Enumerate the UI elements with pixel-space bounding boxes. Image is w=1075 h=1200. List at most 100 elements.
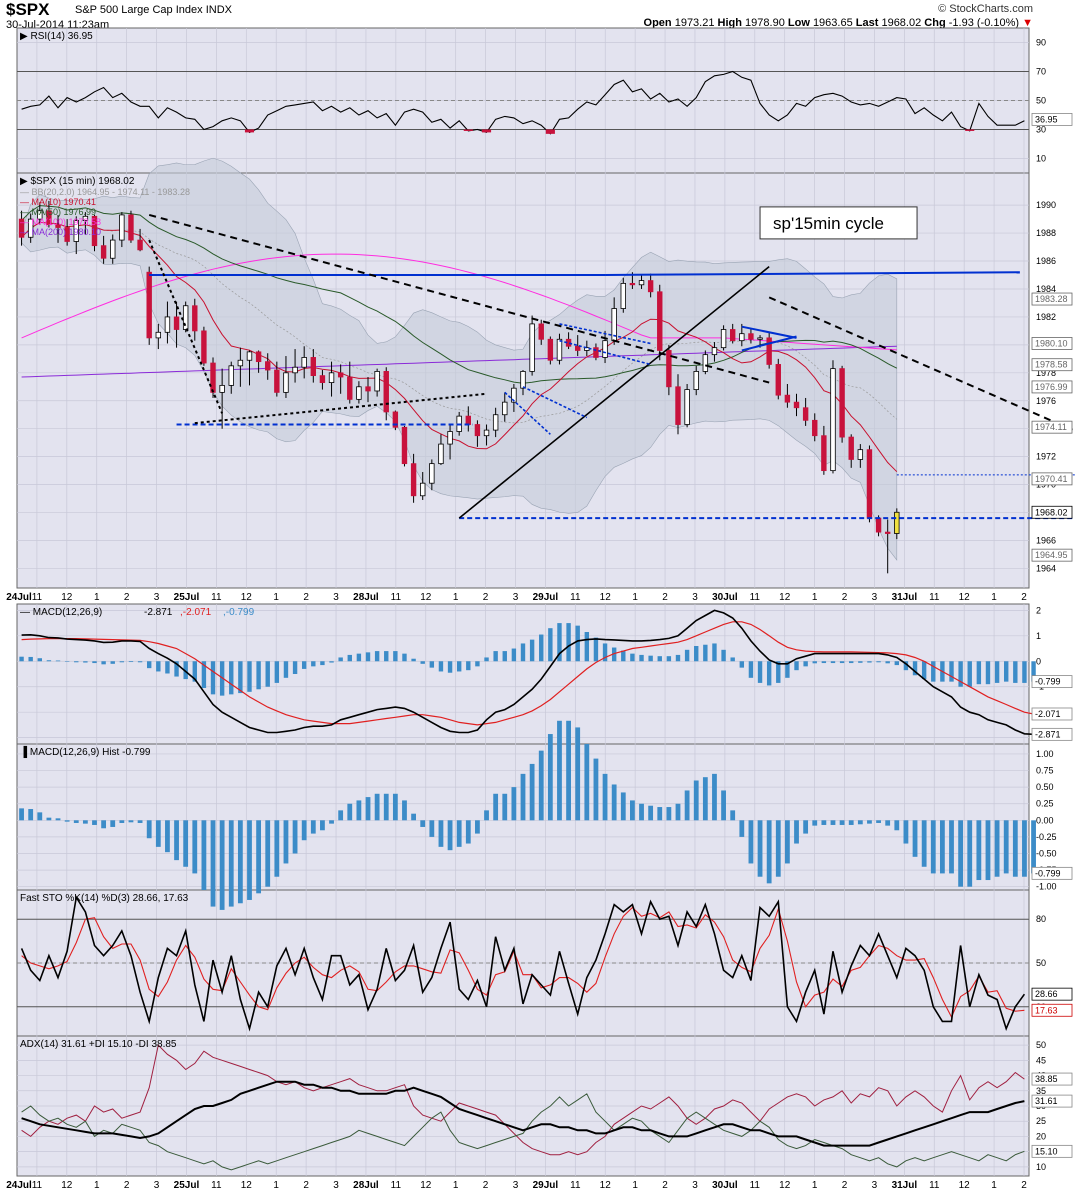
hist-bar bbox=[183, 820, 189, 867]
hist-bar bbox=[256, 820, 262, 894]
adx-plus-di-line bbox=[21, 1093, 1025, 1171]
hist-bar bbox=[247, 820, 252, 900]
quote-summary: Open 1973.21 High 1978.90 Low 1963.65 La… bbox=[644, 17, 1033, 29]
rsi-line bbox=[21, 70, 1025, 135]
hist-bar bbox=[420, 820, 426, 827]
candle-body bbox=[255, 351, 262, 363]
candle-body bbox=[483, 429, 490, 437]
macd-hist-bar bbox=[931, 661, 936, 682]
y-tick-label: 50 bbox=[1036, 96, 1046, 106]
macd-hist-bar bbox=[539, 634, 544, 662]
y-tick-label: 45 bbox=[1036, 1055, 1046, 1065]
hist-bar bbox=[219, 820, 225, 910]
hist-bar bbox=[639, 803, 644, 821]
y-tick-label: 0.50 bbox=[1036, 782, 1054, 792]
candle-body bbox=[274, 369, 280, 393]
hist-bar bbox=[949, 820, 954, 874]
y-tick-label: 20 bbox=[1036, 1131, 1046, 1141]
candle-body bbox=[356, 386, 362, 400]
last-label: Last bbox=[855, 17, 879, 29]
hist-bar bbox=[137, 820, 143, 823]
macd-hist-bar bbox=[210, 661, 216, 695]
candle-body bbox=[219, 384, 225, 393]
hist-bar bbox=[110, 820, 116, 827]
macd-hist-bar bbox=[183, 661, 188, 680]
x-tick-label: 1 bbox=[273, 1180, 279, 1191]
hist-bar bbox=[46, 817, 52, 821]
hist-bar bbox=[493, 793, 499, 821]
sto-legend: Fast STO %K(14) %D(3) 28.66, 17.63 bbox=[20, 893, 189, 904]
hist-bar bbox=[666, 807, 672, 821]
hist-bar bbox=[429, 820, 435, 837]
candle-body bbox=[155, 331, 162, 339]
macd-hist-bar bbox=[803, 661, 808, 667]
x-tick-label: 12 bbox=[600, 592, 612, 603]
x-tick-label: 2 bbox=[842, 592, 848, 603]
hist-bar bbox=[438, 820, 444, 847]
hist-bar bbox=[155, 820, 161, 847]
macd-hist-bar bbox=[101, 661, 106, 665]
brand-label: © StockCharts.com bbox=[938, 3, 1033, 15]
macd-hist-bar bbox=[776, 661, 781, 683]
macd-hist-bar bbox=[520, 643, 526, 662]
macd-hist-bar bbox=[1031, 661, 1036, 682]
macd-hist-bar bbox=[703, 644, 708, 662]
candle-body bbox=[575, 345, 581, 351]
flag-line-b bbox=[522, 386, 588, 419]
overlay-legend: — MA(200) 1980.10 bbox=[20, 227, 101, 237]
ma200-line bbox=[21, 345, 897, 378]
candle-body bbox=[82, 215, 89, 221]
x-tick-label: 1 bbox=[991, 1180, 997, 1191]
flag-line-a bbox=[504, 391, 551, 435]
value-flag-label: 1976.99 bbox=[1035, 382, 1068, 392]
value-flag-label: -0.799 bbox=[1035, 677, 1061, 687]
hist-bar bbox=[383, 793, 389, 821]
hist-bar bbox=[930, 820, 936, 874]
x-tick-label: 2 bbox=[483, 592, 489, 603]
hist-bar bbox=[520, 773, 526, 821]
chg-label: Chg bbox=[924, 17, 946, 29]
macd-hist-bar bbox=[156, 661, 161, 672]
hist-bar bbox=[365, 797, 371, 821]
macd-hist-bar bbox=[684, 649, 690, 662]
macd-hist-bar bbox=[721, 649, 726, 662]
candle-body bbox=[839, 368, 845, 438]
macd-hist-bar bbox=[256, 661, 261, 690]
x-tick-label: 28Jul bbox=[353, 1180, 379, 1191]
hist-bar bbox=[55, 818, 61, 821]
candle-body bbox=[164, 316, 171, 333]
hist-bar bbox=[630, 800, 635, 821]
hist-bar bbox=[484, 810, 489, 821]
value-flag-label: -2.871 bbox=[1035, 729, 1061, 739]
candle-body bbox=[556, 338, 563, 361]
macd-hist-bar bbox=[1013, 661, 1018, 683]
x-tick-label: 1 bbox=[453, 592, 459, 603]
candle-body bbox=[100, 245, 107, 259]
y-tick-label: 0.25 bbox=[1036, 799, 1054, 809]
candle-body bbox=[884, 531, 891, 534]
y-tick-label: 80 bbox=[1036, 914, 1046, 924]
candle-body bbox=[110, 239, 116, 259]
x-tick-label: 11 bbox=[211, 1180, 222, 1191]
adx-legend: ADX(14) 31.61 +DI 15.10 -DI 38.85 bbox=[20, 1039, 177, 1050]
x-tick-label: 11 bbox=[929, 592, 940, 603]
hist-bar bbox=[265, 820, 271, 887]
y-tick-label: 1976 bbox=[1036, 396, 1056, 406]
macd-hist-bar bbox=[785, 661, 790, 678]
hist-bar bbox=[538, 750, 544, 821]
x-tick-label: 1 bbox=[273, 592, 279, 603]
candle-body bbox=[173, 316, 180, 330]
x-tick-label: 3 bbox=[513, 592, 519, 603]
candle-body bbox=[547, 338, 554, 361]
candle-body bbox=[119, 214, 125, 241]
macd-hist-bar bbox=[639, 654, 644, 662]
macd-hist-bar bbox=[529, 639, 535, 662]
candle-body bbox=[711, 347, 718, 356]
x-tick-label: 3 bbox=[872, 1180, 878, 1191]
candle-body bbox=[319, 375, 326, 383]
macd-hist-bar bbox=[265, 661, 270, 687]
macd-hist-bar bbox=[420, 661, 425, 664]
hist-bar bbox=[502, 793, 508, 821]
value-flag-label: 38.85 bbox=[1035, 1074, 1058, 1084]
